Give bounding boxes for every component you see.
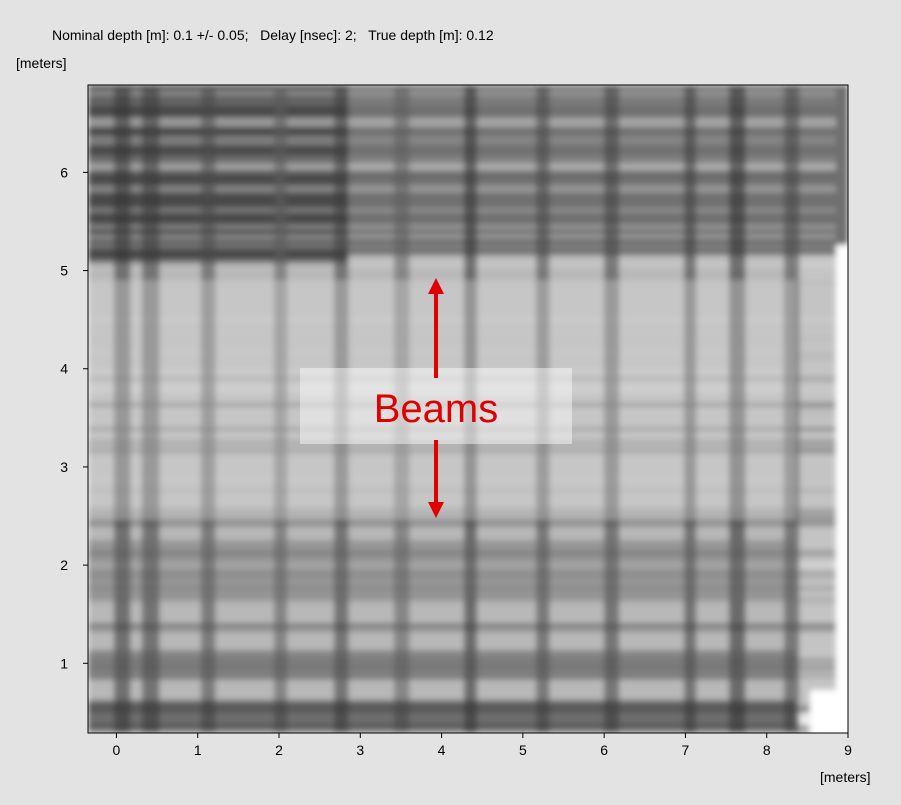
texture-row [88, 118, 836, 124]
texture-row [88, 523, 836, 527]
x-tick-label: 5 [519, 742, 527, 758]
texture-row [88, 173, 836, 177]
annotation: Beams [374, 387, 499, 431]
texture-row [88, 90, 836, 99]
texture-band [88, 540, 796, 600]
plot-frame [87, 84, 849, 734]
x-tick-label: 0 [113, 742, 121, 758]
x-tick-label: 8 [763, 742, 771, 758]
x-tick-label: 3 [356, 742, 364, 758]
y-tick-label: 1 [60, 655, 68, 671]
texture-row [88, 238, 836, 247]
texture-bottom-white [810, 690, 848, 733]
x-tick-label: 9 [844, 742, 852, 758]
texture-row [88, 155, 836, 162]
radar-image [88, 85, 848, 733]
chart-title: Nominal depth [m]: 0.1 +/- 0.05; Delay [… [52, 27, 494, 43]
y-tick-label: 4 [60, 361, 68, 377]
x-tick-label: 1 [194, 742, 202, 758]
texture-band [88, 700, 796, 730]
arrow-down-head [428, 502, 444, 518]
y-axis-label: [meters] [16, 55, 67, 71]
texture-row [88, 185, 836, 193]
texture-row [88, 260, 836, 269]
x-axis-label: [meters] [820, 769, 871, 785]
x-tick-label: 6 [600, 742, 608, 758]
arrow-up-head [428, 278, 444, 294]
x-tick-label: 7 [682, 742, 690, 758]
texture-row [88, 136, 836, 147]
texture-band [88, 650, 796, 680]
texture-row [88, 234, 836, 239]
y-tick-label: 3 [60, 459, 68, 475]
y-tick-label: 5 [60, 263, 68, 279]
texture-row [88, 100, 836, 106]
x-tick-label: 4 [438, 742, 446, 758]
y-tick-label: 6 [60, 164, 68, 180]
texture-row [88, 207, 836, 213]
texture-row [88, 520, 836, 525]
annotation-box [300, 368, 572, 444]
texture-row [88, 138, 836, 142]
texture-right-white [836, 245, 848, 733]
x-tick-label: 2 [275, 742, 283, 758]
texture-row [88, 224, 836, 230]
slice-pattern [88, 85, 848, 733]
y-tick-label: 2 [60, 557, 68, 573]
texture-band [88, 280, 796, 520]
texture-row [88, 162, 836, 173]
texture-row [88, 623, 836, 633]
